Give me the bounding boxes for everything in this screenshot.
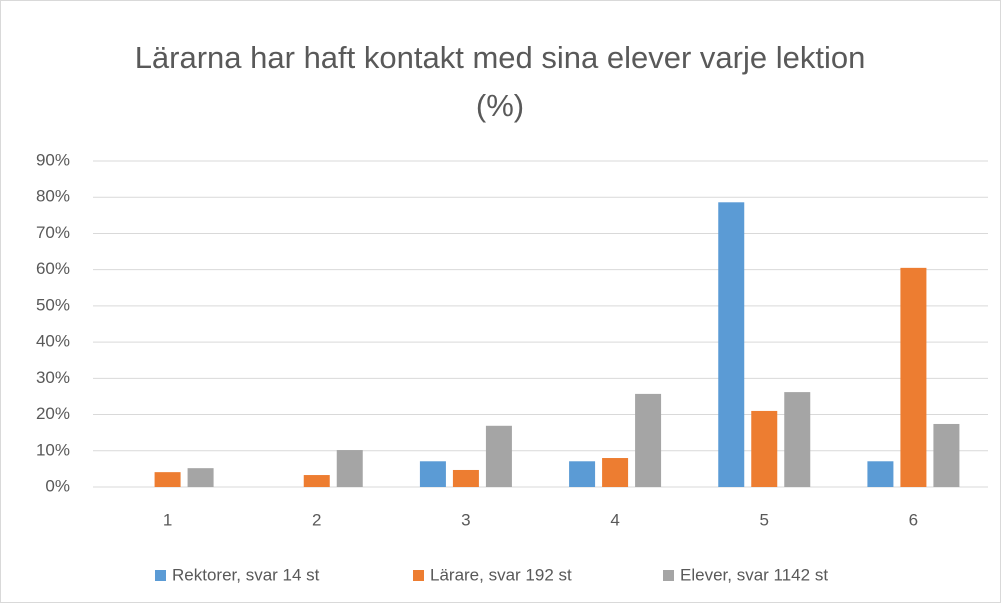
bar <box>187 468 214 487</box>
y-tick-label: 20% <box>36 404 70 423</box>
chart-title: Lärarna har haft kontakt med sina elever… <box>134 40 866 123</box>
bar <box>303 475 330 487</box>
bar <box>900 267 927 487</box>
x-tick-label: 5 <box>760 510 769 529</box>
bar <box>751 410 778 487</box>
x-tick-label: 2 <box>312 510 321 529</box>
legend-swatch <box>413 570 424 581</box>
bar <box>336 450 363 487</box>
y-tick-label: 70% <box>36 223 70 242</box>
y-tick-label: 10% <box>36 440 70 459</box>
legend-label: Elever, svar 1142 st <box>680 565 828 584</box>
x-tick-label: 6 <box>909 510 918 529</box>
y-tick-label: 50% <box>36 295 70 314</box>
y-tick-label: 30% <box>36 368 70 387</box>
x-tick-label: 3 <box>461 510 470 529</box>
bar <box>784 392 811 487</box>
bar <box>602 458 629 487</box>
bar <box>485 425 512 487</box>
bar <box>867 461 894 487</box>
bar <box>933 423 960 487</box>
bar <box>718 202 745 487</box>
x-tick-label: 4 <box>610 510 619 529</box>
y-tick-label: 80% <box>36 187 70 206</box>
y-tick-label: 90% <box>36 150 70 169</box>
y-tick-label: 0% <box>45 476 70 495</box>
bar <box>452 469 479 487</box>
bar <box>154 472 181 487</box>
bar <box>419 461 446 487</box>
legend-swatch <box>155 570 166 581</box>
legend-label: Lärare, svar 192 st <box>430 565 572 584</box>
y-tick-label: 40% <box>36 332 70 351</box>
x-tick-label: 1 <box>163 510 172 529</box>
legend-swatch <box>663 570 674 581</box>
y-tick-label: 60% <box>36 259 70 278</box>
bar <box>635 393 662 487</box>
bar <box>569 461 596 487</box>
legend-label: Rektorer, svar 14 st <box>172 565 320 584</box>
